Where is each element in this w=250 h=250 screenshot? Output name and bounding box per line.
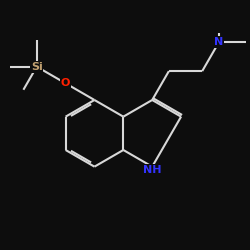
Text: N: N [214, 37, 224, 47]
Text: NH: NH [143, 165, 162, 175]
Text: Si: Si [31, 62, 42, 72]
Text: O: O [61, 78, 70, 88]
